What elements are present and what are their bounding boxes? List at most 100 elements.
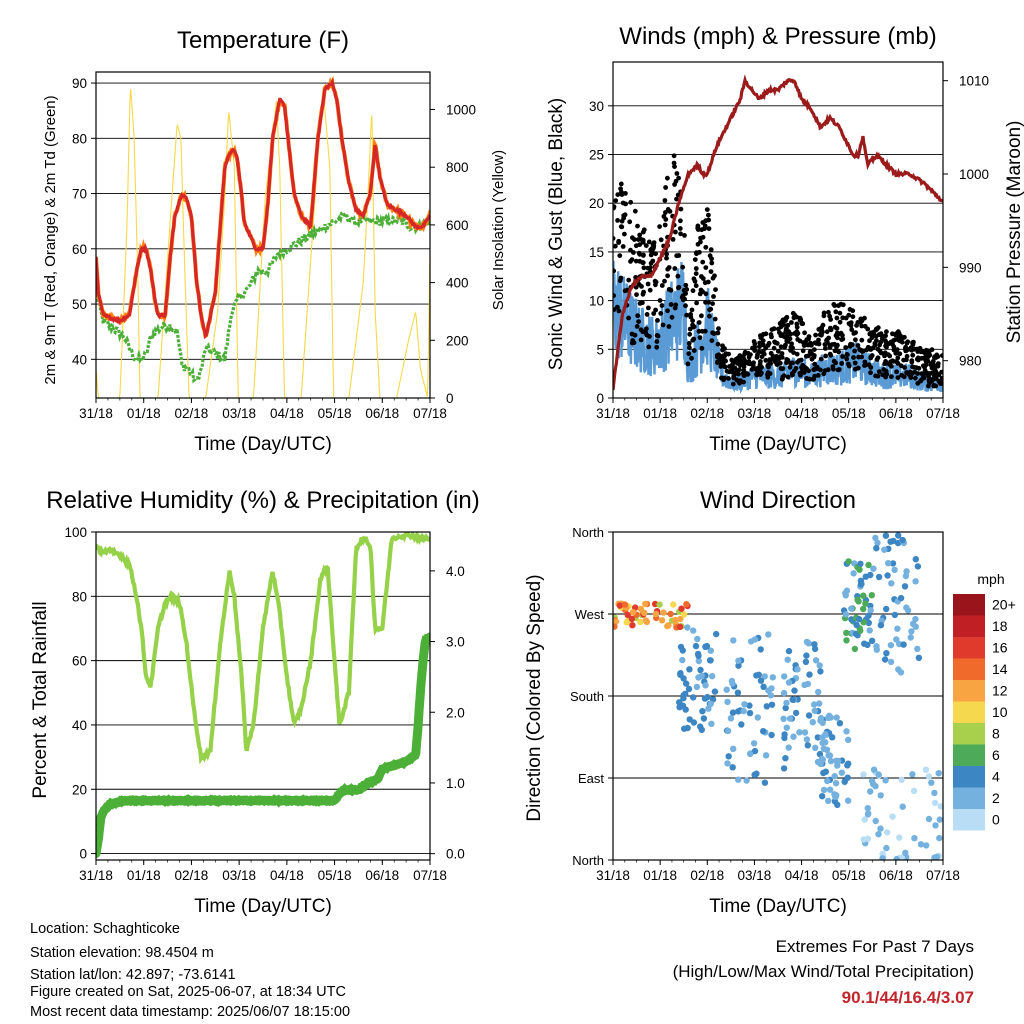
colorbar-swatch bbox=[953, 787, 985, 809]
y2-tick-label: 800 bbox=[446, 160, 469, 175]
direction-point bbox=[679, 656, 686, 664]
gust-point bbox=[835, 342, 840, 348]
direction-point bbox=[877, 622, 885, 629]
x-tick-label: 03/18 bbox=[222, 868, 256, 883]
x-tick-label: 03/18 bbox=[738, 406, 772, 421]
extremes-subtitle: (High/Low/Max Wind/Total Precipitation) bbox=[672, 962, 974, 981]
gust-point bbox=[834, 326, 840, 331]
direction-point bbox=[686, 666, 693, 673]
direction-point bbox=[877, 825, 884, 832]
direction-point bbox=[827, 757, 835, 765]
gust-point bbox=[715, 341, 721, 347]
direction-point bbox=[811, 641, 818, 648]
gust-point bbox=[736, 379, 741, 384]
x-tick-label: 31/18 bbox=[79, 406, 113, 421]
direction-point bbox=[782, 704, 789, 712]
gust-point bbox=[789, 320, 794, 325]
direction-point bbox=[933, 853, 941, 860]
gust-point bbox=[702, 328, 708, 334]
gust-point bbox=[779, 355, 785, 360]
direction-point bbox=[755, 671, 762, 678]
gust-point bbox=[824, 337, 830, 343]
gust-point bbox=[844, 356, 849, 362]
gust-point bbox=[859, 354, 865, 360]
gust-point bbox=[929, 363, 935, 368]
gust-point bbox=[872, 340, 878, 346]
gust-point bbox=[919, 355, 924, 361]
gust-point bbox=[663, 185, 668, 190]
gust-point bbox=[615, 218, 620, 223]
gust-point bbox=[778, 344, 784, 350]
direction-point bbox=[686, 716, 693, 723]
gust-point bbox=[875, 373, 881, 379]
direction-point bbox=[893, 636, 900, 643]
gust-point bbox=[616, 308, 622, 314]
y2-tick-label: 200 bbox=[446, 333, 469, 348]
gust-point bbox=[867, 331, 873, 337]
direction-point bbox=[908, 628, 915, 635]
gust-point bbox=[766, 340, 772, 346]
gust-point bbox=[824, 329, 830, 335]
gust-point bbox=[735, 371, 740, 377]
gust-point bbox=[806, 334, 812, 339]
direction-point bbox=[870, 766, 878, 773]
gust-point bbox=[634, 324, 640, 329]
direction-point bbox=[836, 720, 844, 727]
y2-tick-label: 1000 bbox=[446, 103, 476, 118]
direction-point bbox=[851, 645, 859, 653]
direction-point bbox=[823, 746, 831, 753]
direction-point bbox=[785, 744, 792, 751]
direction-point bbox=[864, 835, 872, 842]
direction-point bbox=[882, 532, 890, 539]
gust-point bbox=[837, 319, 843, 325]
gust-point bbox=[653, 251, 658, 257]
gust-point bbox=[853, 330, 858, 335]
colorbar-label: 16 bbox=[992, 640, 1008, 656]
direction-point bbox=[780, 689, 788, 697]
humidity-plot-area bbox=[96, 532, 430, 858]
direction-point bbox=[912, 623, 919, 630]
colorbar-swatch bbox=[953, 766, 985, 788]
colorbar-swatch bbox=[953, 701, 985, 723]
direction-point bbox=[842, 611, 850, 618]
gust-point bbox=[866, 362, 872, 368]
direction-point bbox=[860, 592, 867, 599]
colorbar-label: 8 bbox=[992, 726, 1000, 742]
gust-point bbox=[668, 302, 674, 307]
gust-point bbox=[834, 315, 840, 321]
gust-point bbox=[849, 327, 855, 333]
colorbar-label: 20+ bbox=[992, 597, 1016, 613]
x-axis-label: Time (Day/UTC) bbox=[194, 434, 332, 455]
gust-point bbox=[710, 330, 715, 336]
direction-point bbox=[693, 683, 701, 691]
gust-point bbox=[797, 338, 803, 344]
series-pressure bbox=[613, 74, 943, 391]
gust-point bbox=[673, 302, 679, 308]
gust-point bbox=[809, 356, 815, 362]
gust-point bbox=[754, 371, 759, 377]
winds-plot-area bbox=[613, 74, 943, 395]
gust-point bbox=[654, 344, 660, 350]
gust-point bbox=[633, 243, 639, 249]
direction-point bbox=[702, 643, 709, 650]
direction-point bbox=[658, 617, 666, 624]
gust-point bbox=[713, 287, 718, 292]
direction-point bbox=[801, 729, 809, 736]
gust-point bbox=[780, 332, 785, 338]
gust-point bbox=[761, 331, 766, 337]
direction-point bbox=[857, 627, 864, 634]
x-tick-label: 02/18 bbox=[175, 406, 209, 421]
direction-point bbox=[887, 658, 895, 666]
gust-point bbox=[708, 306, 714, 312]
gust-point bbox=[682, 233, 687, 238]
direction-point bbox=[785, 647, 793, 655]
direction-point bbox=[762, 752, 770, 759]
gust-point bbox=[784, 325, 789, 331]
y-tick-label: 20 bbox=[72, 782, 87, 797]
gust-point bbox=[875, 325, 881, 331]
direction-point bbox=[707, 700, 714, 707]
direction-point bbox=[883, 650, 890, 657]
gust-point bbox=[693, 266, 699, 271]
direction-point bbox=[785, 679, 793, 686]
gust-point bbox=[623, 201, 628, 207]
